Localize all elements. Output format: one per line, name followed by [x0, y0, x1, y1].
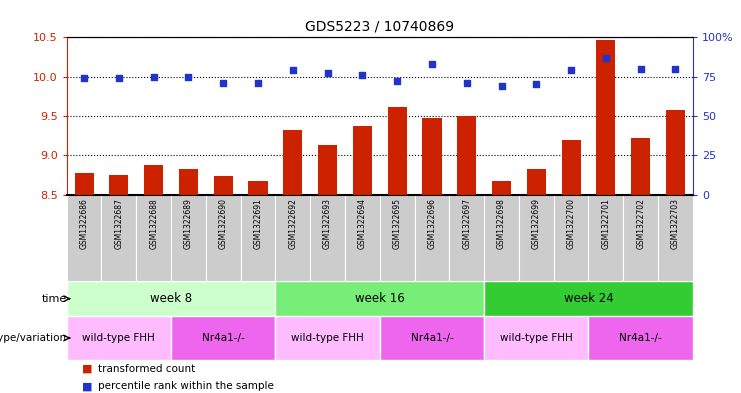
Text: week 8: week 8	[150, 292, 192, 305]
Bar	[213, 176, 233, 195]
Text: GSM1322687: GSM1322687	[114, 198, 123, 249]
Text: GSM1322697: GSM1322697	[462, 198, 471, 249]
Point	[252, 80, 264, 86]
Bar	[171, 195, 206, 281]
Bar	[658, 195, 693, 281]
Text: GSM1322688: GSM1322688	[149, 198, 158, 249]
Text: Nr4a1-/-: Nr4a1-/-	[202, 333, 245, 343]
Bar	[666, 110, 685, 195]
Bar	[457, 116, 476, 195]
Bar	[631, 138, 650, 195]
Bar	[484, 195, 519, 281]
Bar	[67, 316, 171, 360]
Text: GSM1322694: GSM1322694	[358, 198, 367, 249]
Text: wild-type FHH: wild-type FHH	[291, 333, 364, 343]
Bar	[206, 195, 241, 281]
Bar	[248, 181, 268, 195]
Point	[496, 83, 508, 89]
Bar	[136, 195, 171, 281]
Text: Nr4a1-/-: Nr4a1-/-	[619, 333, 662, 343]
Bar	[422, 118, 442, 195]
Bar	[484, 281, 693, 316]
Point	[426, 61, 438, 67]
Bar	[597, 40, 616, 195]
Point	[635, 66, 647, 72]
Point	[600, 55, 612, 61]
Bar	[388, 107, 407, 195]
Text: transformed count: transformed count	[98, 364, 195, 373]
Bar	[379, 195, 414, 281]
Bar	[67, 281, 276, 316]
Text: GSM1322701: GSM1322701	[602, 198, 611, 249]
Bar	[310, 195, 345, 281]
Point	[217, 80, 229, 86]
Bar	[345, 195, 379, 281]
Point	[356, 72, 368, 78]
Point	[182, 73, 194, 80]
Text: GSM1322695: GSM1322695	[393, 198, 402, 249]
Bar	[449, 195, 484, 281]
Text: time: time	[41, 294, 67, 304]
Text: GSM1322698: GSM1322698	[497, 198, 506, 249]
Text: ■: ■	[82, 364, 92, 373]
Text: ■: ■	[82, 381, 92, 391]
Bar	[276, 195, 310, 281]
Bar	[379, 316, 484, 360]
Text: week 16: week 16	[355, 292, 405, 305]
Point	[565, 67, 577, 73]
Text: GSM1322703: GSM1322703	[671, 198, 680, 249]
Bar	[318, 145, 337, 195]
Text: wild-type FHH: wild-type FHH	[82, 333, 156, 343]
Text: GSM1322696: GSM1322696	[428, 198, 436, 249]
Text: GSM1322693: GSM1322693	[323, 198, 332, 249]
Point	[78, 75, 90, 81]
Bar	[276, 316, 379, 360]
Bar	[527, 169, 546, 195]
Point	[391, 78, 403, 84]
Bar	[110, 175, 128, 195]
Point	[147, 73, 159, 80]
Point	[287, 67, 299, 73]
Text: GSM1322686: GSM1322686	[79, 198, 89, 249]
Point	[461, 80, 473, 86]
Text: Nr4a1-/-: Nr4a1-/-	[411, 333, 453, 343]
Bar	[588, 195, 623, 281]
Bar	[67, 195, 102, 281]
Text: GSM1322692: GSM1322692	[288, 198, 297, 249]
Text: GSM1322700: GSM1322700	[567, 198, 576, 249]
Text: GDS5223 / 10740869: GDS5223 / 10740869	[305, 20, 454, 34]
Bar	[484, 316, 588, 360]
Bar	[144, 165, 163, 195]
Bar	[283, 130, 302, 195]
Text: GSM1322691: GSM1322691	[253, 198, 262, 249]
Bar	[623, 195, 658, 281]
Text: week 24: week 24	[564, 292, 614, 305]
Text: percentile rank within the sample: percentile rank within the sample	[98, 381, 273, 391]
Point	[531, 81, 542, 88]
Text: GSM1322699: GSM1322699	[532, 198, 541, 249]
Bar	[171, 316, 276, 360]
Point	[113, 75, 124, 81]
Point	[322, 70, 333, 77]
Bar	[276, 281, 484, 316]
Text: genotype/variation: genotype/variation	[0, 333, 67, 343]
Bar	[353, 126, 372, 195]
Text: GSM1322702: GSM1322702	[637, 198, 645, 249]
Bar	[414, 195, 449, 281]
Bar	[241, 195, 276, 281]
Bar	[75, 173, 93, 195]
Bar	[102, 195, 136, 281]
Text: GSM1322689: GSM1322689	[184, 198, 193, 249]
Bar	[588, 316, 693, 360]
Bar	[562, 140, 581, 195]
Bar	[554, 195, 588, 281]
Point	[670, 66, 682, 72]
Text: wild-type FHH: wild-type FHH	[500, 333, 573, 343]
Bar	[519, 195, 554, 281]
Bar	[492, 181, 511, 195]
Text: GSM1322690: GSM1322690	[219, 198, 227, 249]
Bar	[179, 169, 198, 195]
